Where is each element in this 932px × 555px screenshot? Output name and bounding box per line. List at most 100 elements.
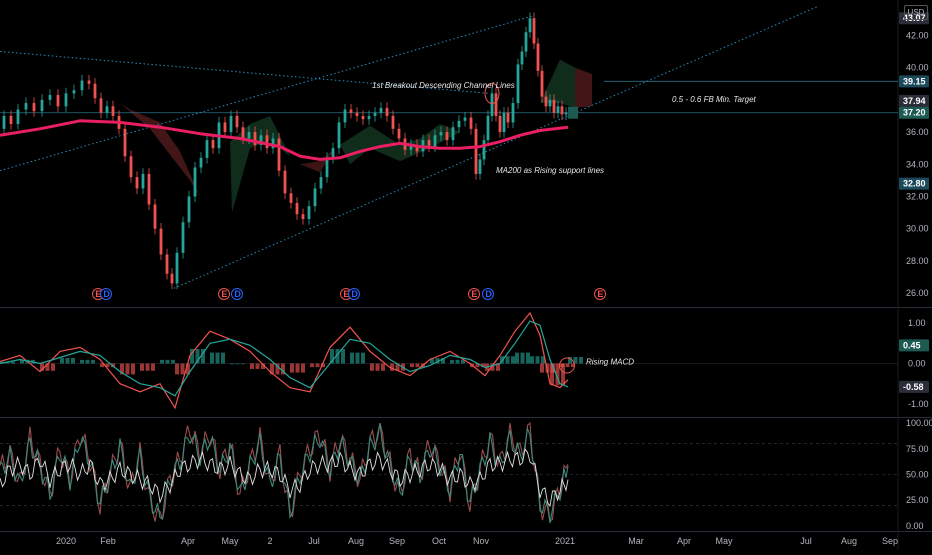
macd-histogram-bar	[230, 363, 234, 365]
macd-histogram-bar	[100, 363, 104, 368]
annotation-text: MA200 as Rising support lines	[496, 166, 604, 175]
candle-body	[520, 51, 524, 65]
x-axis-label: Jul	[308, 536, 320, 546]
macd-histogram-bar	[235, 363, 240, 365]
earnings-event-badge	[468, 288, 480, 300]
candle-body	[361, 115, 365, 120]
candle-body	[307, 206, 311, 220]
macd-histogram-bar	[125, 363, 130, 375]
candle-body	[331, 148, 335, 158]
macd-histogram-bar	[295, 363, 300, 373]
candle-body	[2, 115, 6, 129]
x-axis-label: May	[221, 536, 239, 546]
last-price-tab	[568, 106, 578, 119]
macd-histogram-bar	[180, 363, 185, 375]
macd-histogram-bar	[435, 358, 440, 364]
macd-histogram-bar	[335, 348, 340, 364]
price-badge-label: 39.15	[903, 76, 926, 86]
event-badge-label: D	[103, 289, 110, 299]
candle-body	[511, 103, 515, 123]
candle-body	[540, 70, 544, 97]
macd-histogram-bar	[80, 359, 84, 364]
macd-histogram-bar	[241, 363, 245, 365]
cloud-band-0	[120, 103, 220, 229]
x-axis-label: Mar	[628, 536, 644, 546]
event-badge-label: E	[221, 289, 227, 299]
candle-body	[524, 32, 528, 52]
macd-histogram-bar	[151, 363, 155, 371]
price-badge-label: 32.80	[903, 179, 926, 189]
cloud-band-1	[230, 116, 290, 213]
candle-body	[247, 132, 251, 139]
event-badge-label: D	[351, 289, 358, 299]
candle-body	[502, 112, 506, 133]
osc-tick-label: 100.00	[906, 418, 932, 428]
oscillator-red-line	[0, 421, 569, 522]
candle-body	[147, 173, 151, 205]
candle-body	[235, 115, 239, 128]
price-tick-label: 26.00	[906, 288, 929, 298]
candle-body	[560, 106, 564, 115]
candle-body	[457, 120, 461, 128]
macd-histogram-bar	[395, 363, 400, 371]
macd-histogram-bar	[475, 363, 480, 368]
macd-histogram-bar	[160, 359, 164, 364]
x-axis-label: May	[715, 536, 733, 546]
macd-histogram-bar	[20, 359, 24, 364]
macd-histogram-bar	[535, 356, 540, 364]
event-badge-label: D	[234, 289, 241, 299]
macd-histogram-bar	[40, 363, 44, 371]
candle-body	[478, 159, 482, 174]
candle-body	[397, 128, 401, 139]
candle-body	[283, 170, 287, 194]
macd-histogram-bar	[515, 352, 519, 364]
earnings-event-badge	[594, 288, 606, 300]
candle-body	[482, 140, 486, 160]
macd-histogram-bar	[505, 356, 510, 364]
macd-histogram-bar	[201, 348, 205, 364]
macd-histogram-bar	[261, 363, 265, 369]
macd-histogram-bar	[45, 363, 50, 371]
candle-body	[349, 109, 353, 113]
candle-body	[337, 122, 341, 149]
x-axis-label: 2021	[555, 536, 575, 546]
price-badge-bg	[899, 12, 929, 25]
macd-histogram-bar	[275, 363, 280, 375]
macd-histogram-bar	[171, 359, 175, 364]
candle-body	[211, 140, 215, 149]
macd-histogram-bar	[490, 363, 495, 371]
macd-tick-label: 1.00	[908, 318, 926, 328]
x-axis-label: Feb	[100, 536, 116, 546]
macd-histogram-bar	[545, 363, 550, 373]
price-tick-label: 28.00	[906, 256, 929, 266]
candle-body	[379, 107, 383, 113]
macd-histogram-bar	[441, 358, 445, 364]
macd-histogram-bar	[455, 359, 460, 364]
candle-body	[48, 95, 52, 100]
macd-histogram-bar	[568, 356, 572, 364]
oscillator-white-line	[0, 448, 569, 508]
candle-body	[277, 138, 281, 171]
candle-body	[532, 18, 536, 44]
candle-body	[80, 80, 84, 91]
candle-body	[111, 106, 115, 116]
currency-label[interactable]: USD	[904, 5, 928, 20]
x-axis-label: Aug	[841, 536, 857, 546]
candle-body	[199, 157, 203, 168]
candle-body	[494, 93, 498, 116]
dividend-event-badge	[100, 288, 112, 300]
macd-badge-label: 0.45	[903, 340, 921, 350]
candle-body	[295, 202, 299, 215]
price-badge-label: 43.07	[903, 13, 926, 23]
candle-body	[343, 109, 347, 123]
candle-body	[135, 177, 139, 189]
x-axis-label: Apr	[677, 536, 691, 546]
candle-body	[469, 117, 473, 129]
candle-body	[325, 157, 329, 178]
macd-histogram-bar	[190, 348, 194, 364]
candle-body	[129, 156, 133, 178]
macd-histogram-bar	[540, 363, 544, 373]
macd-histogram-bar	[573, 356, 578, 364]
